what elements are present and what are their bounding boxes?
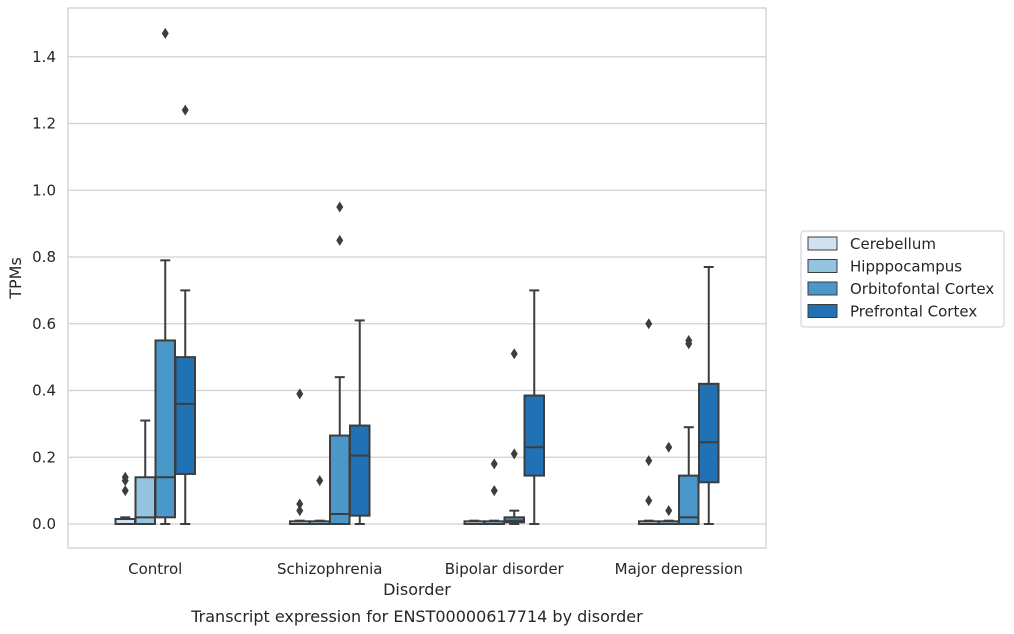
y-tick-label: 1.0 bbox=[32, 181, 56, 199]
outlier-point bbox=[685, 334, 693, 346]
box-orbitofontal-cortex-0 bbox=[154, 27, 176, 525]
x-tick-label: Control bbox=[128, 560, 182, 578]
y-tick-label: 1.4 bbox=[32, 48, 56, 66]
outlier-point bbox=[336, 234, 344, 246]
x-tick-label: Schizophrenia bbox=[277, 560, 382, 578]
legend-swatch bbox=[807, 259, 838, 273]
box-iqr bbox=[678, 474, 700, 526]
box-orbitofontal-cortex-3 bbox=[678, 334, 700, 526]
legend-label: Orbitofontal Cortex bbox=[850, 280, 994, 298]
box-hipppocampus-0 bbox=[134, 419, 156, 525]
y-tick-label: 0.2 bbox=[32, 448, 56, 466]
outlier-point bbox=[490, 458, 498, 470]
box-prefrontal-cortex-0 bbox=[174, 104, 196, 525]
legend-frame bbox=[800, 230, 1005, 328]
x-axis-label: Disorder bbox=[383, 580, 451, 599]
outlier-point bbox=[161, 27, 169, 39]
y-tick-label: 0.8 bbox=[32, 248, 56, 266]
outlier-point bbox=[645, 455, 653, 467]
legend-label: Prefrontal Cortex bbox=[850, 303, 977, 321]
x-tick-label: Bipolar disorder bbox=[445, 560, 565, 578]
box-cerebellum-1 bbox=[289, 388, 311, 526]
outlier-point bbox=[296, 505, 304, 517]
outlier-point bbox=[510, 348, 518, 360]
box-cerebellum-0 bbox=[114, 471, 136, 526]
x-tick-label: Major depression bbox=[615, 560, 743, 578]
plot-frame bbox=[67, 7, 767, 549]
y-tick-label: 0.6 bbox=[32, 315, 56, 333]
outlier-point bbox=[490, 485, 498, 497]
box-iqr bbox=[523, 394, 545, 477]
outlier-point bbox=[645, 495, 653, 507]
box-iqr bbox=[174, 356, 196, 475]
box-iqr bbox=[154, 339, 176, 519]
box-hipppocampus-2 bbox=[483, 458, 505, 526]
y-tick-label: 0.4 bbox=[32, 382, 56, 400]
box-iqr bbox=[349, 424, 371, 517]
outlier-point bbox=[181, 104, 189, 116]
box-orbitofontal-cortex-1 bbox=[329, 201, 351, 525]
outlier-point bbox=[121, 485, 129, 497]
y-axis-label: TPMs bbox=[6, 257, 25, 300]
box-iqr bbox=[329, 434, 351, 525]
outlier-point bbox=[665, 441, 673, 453]
legend-swatch bbox=[807, 281, 838, 296]
outlier-point bbox=[316, 475, 324, 487]
legend-swatch bbox=[807, 236, 838, 251]
box-prefrontal-cortex-2 bbox=[523, 289, 545, 525]
box-cerebellum-3 bbox=[638, 318, 660, 526]
box-hipppocampus-1 bbox=[309, 475, 331, 526]
box-orbitofontal-cortex-2 bbox=[503, 348, 525, 525]
legend-swatch bbox=[807, 304, 838, 318]
outlier-point bbox=[336, 201, 344, 213]
outlier-point bbox=[510, 448, 518, 460]
box-cerebellum-2 bbox=[463, 519, 485, 526]
legend: Cerebellum Hipppocampus Orbitofontal Corte… bbox=[800, 230, 1005, 328]
outlier-point bbox=[121, 471, 129, 483]
y-tick-label: 0.0 bbox=[32, 515, 56, 533]
outlier-point bbox=[296, 388, 304, 400]
box-iqr bbox=[698, 382, 720, 484]
legend-label: Cerebellum bbox=[850, 235, 936, 253]
box-prefrontal-cortex-3 bbox=[698, 266, 720, 525]
legend-label: Hipppocampus bbox=[850, 258, 962, 276]
outlier-point bbox=[296, 498, 304, 510]
outlier-point bbox=[645, 318, 653, 330]
boxes bbox=[114, 27, 720, 526]
chart-caption: Transcript expression for ENST0000061771… bbox=[190, 607, 643, 626]
y-tick-label: 1.2 bbox=[32, 115, 56, 133]
x-tick-labels: Control Schizophrenia Bipolar disorder Majo… bbox=[128, 560, 743, 578]
box-prefrontal-cortex-1 bbox=[349, 319, 371, 525]
outlier-point bbox=[665, 505, 673, 517]
y-tick-labels: 0.0 0.2 0.4 0.6 0.8 1.0 1.2 1.4 bbox=[32, 48, 56, 533]
box-hipppocampus-3 bbox=[658, 441, 680, 526]
